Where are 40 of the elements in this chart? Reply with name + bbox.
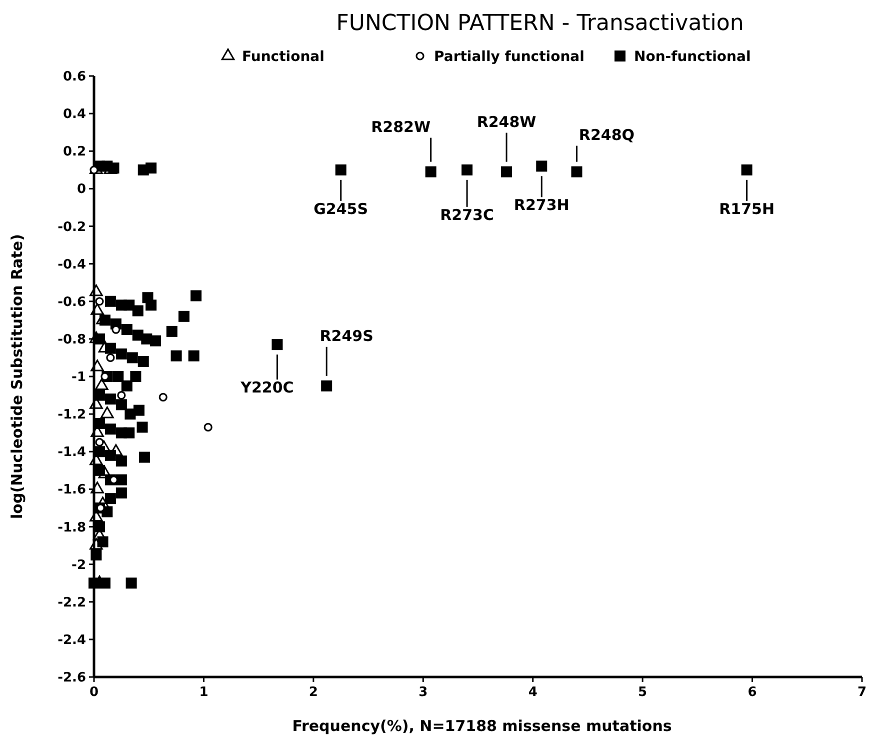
x-axis-title: Frequency(%), N=17188 missense mutations (292, 717, 672, 735)
annotation: R248Q (578, 126, 635, 144)
y-tick-label: -0.8 (58, 332, 86, 348)
x-tick-label: 2 (308, 685, 318, 700)
y-tick-label: 0.2 (62, 144, 86, 160)
annotation: R282W (371, 118, 431, 136)
x-tick-label: 7 (857, 685, 867, 700)
y-tick-label: 0 (76, 182, 86, 198)
legend-label: Non-functional (634, 49, 751, 65)
legend-label: Functional (242, 49, 324, 65)
y-tick-label: -1.6 (58, 482, 86, 498)
annotation: R273H (514, 196, 570, 214)
y-axis-title: log(Nucleotide Substitution Rate) (8, 234, 26, 519)
annotation: R249S (320, 326, 374, 345)
y-tick-label: -1.4 (58, 445, 86, 460)
y-tick-label: -0.2 (58, 220, 86, 235)
y-tick-label: -2.4 (58, 632, 86, 648)
y-tick-label: 0.6 (62, 70, 86, 85)
annotation: R175H (719, 200, 775, 218)
y-tick-label: -0.4 (58, 257, 86, 272)
annotation: Y220C (240, 378, 294, 397)
annotation: R248W (476, 112, 537, 131)
annotation: R273C (440, 206, 494, 224)
y-tick-label: -2 (72, 558, 86, 573)
y-tick-label: 0.4 (62, 107, 86, 122)
y-tick-label: -2.6 (58, 670, 86, 686)
x-tick-label: 4 (528, 685, 538, 700)
x-tick-label: 3 (418, 685, 428, 700)
y-tick-label: -1 (72, 370, 86, 386)
y-tick-label: -1.2 (58, 408, 86, 423)
y-tick-label: -0.6 (58, 294, 86, 310)
chart-title: FUNCTION PATTERN - Transactivation (336, 11, 744, 36)
x-tick-label: 0 (89, 685, 99, 700)
x-tick-label: 6 (748, 685, 757, 700)
annotation: G245S (314, 200, 368, 218)
legend-label: Partially functional (434, 49, 584, 65)
x-tick-label: 1 (199, 685, 208, 700)
y-tick-label: -2.2 (58, 595, 86, 610)
y-tick-label: -1.8 (58, 520, 86, 536)
x-tick-label: 5 (638, 685, 648, 700)
